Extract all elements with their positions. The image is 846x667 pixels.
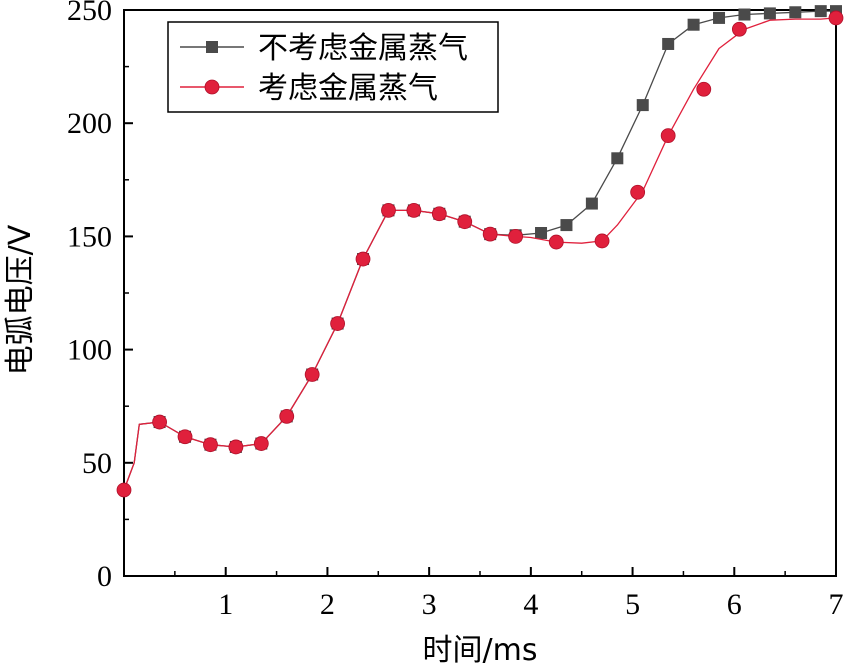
legend-marker bbox=[206, 41, 218, 53]
y-tick-label: 50 bbox=[82, 447, 112, 480]
legend-label: 考虑金属蒸气 bbox=[258, 71, 438, 106]
data-point bbox=[482, 226, 498, 242]
data-point bbox=[457, 214, 473, 230]
data-point bbox=[696, 81, 712, 97]
data-point bbox=[828, 10, 844, 26]
legend-marker bbox=[204, 79, 220, 95]
data-point bbox=[548, 234, 564, 250]
x-tick-label: 2 bbox=[320, 588, 335, 621]
y-axis: 0 50 100 150 200 250 bbox=[67, 0, 133, 593]
y-tick-label: 150 bbox=[67, 220, 112, 253]
data-point bbox=[662, 37, 675, 50]
data-point bbox=[687, 18, 700, 31]
data-point bbox=[560, 219, 573, 232]
data-point bbox=[636, 99, 649, 112]
data-point bbox=[731, 21, 747, 37]
data-point bbox=[228, 439, 244, 455]
series-layer bbox=[116, 5, 844, 498]
data-point bbox=[116, 482, 132, 498]
data-point bbox=[611, 152, 624, 165]
data-point bbox=[660, 128, 676, 144]
x-tick-label: 7 bbox=[829, 588, 844, 621]
data-point bbox=[203, 437, 218, 453]
data-point bbox=[406, 202, 422, 218]
data-point bbox=[279, 408, 295, 424]
x-axis: 1 2 3 4 5 6 7 bbox=[174, 567, 844, 621]
data-point bbox=[152, 414, 168, 430]
y-tick-label: 100 bbox=[67, 334, 112, 367]
data-point bbox=[330, 316, 346, 331]
data-point bbox=[177, 429, 193, 445]
data-point bbox=[630, 184, 646, 200]
data-point bbox=[535, 227, 548, 240]
data-point bbox=[594, 233, 610, 249]
y-tick-label: 250 bbox=[67, 0, 112, 27]
data-point bbox=[381, 202, 396, 218]
x-tick-label: 6 bbox=[727, 588, 742, 621]
data-point bbox=[738, 8, 751, 21]
data-point bbox=[814, 5, 827, 18]
data-point bbox=[763, 7, 776, 20]
x-tick-label: 3 bbox=[422, 588, 437, 621]
legend-label: 不考虑金属蒸气 bbox=[258, 31, 468, 66]
series-2 bbox=[116, 10, 844, 498]
data-point bbox=[713, 11, 726, 24]
data-point bbox=[431, 206, 447, 222]
x-axis-title: 时间/ms bbox=[423, 633, 538, 667]
y-tick-label: 0 bbox=[97, 560, 112, 593]
data-point bbox=[253, 436, 269, 451]
y-axis-title: 电弧电压/V bbox=[3, 224, 38, 375]
x-tick-label: 1 bbox=[218, 588, 233, 621]
data-point bbox=[508, 228, 523, 244]
y-tick-label: 200 bbox=[67, 107, 112, 140]
legend-box bbox=[167, 21, 499, 113]
data-point bbox=[355, 251, 371, 267]
x-tick-label: 4 bbox=[523, 588, 538, 621]
data-point bbox=[304, 367, 320, 382]
x-tick-label: 5 bbox=[625, 588, 640, 621]
data-point bbox=[789, 6, 802, 19]
data-point bbox=[585, 197, 598, 210]
